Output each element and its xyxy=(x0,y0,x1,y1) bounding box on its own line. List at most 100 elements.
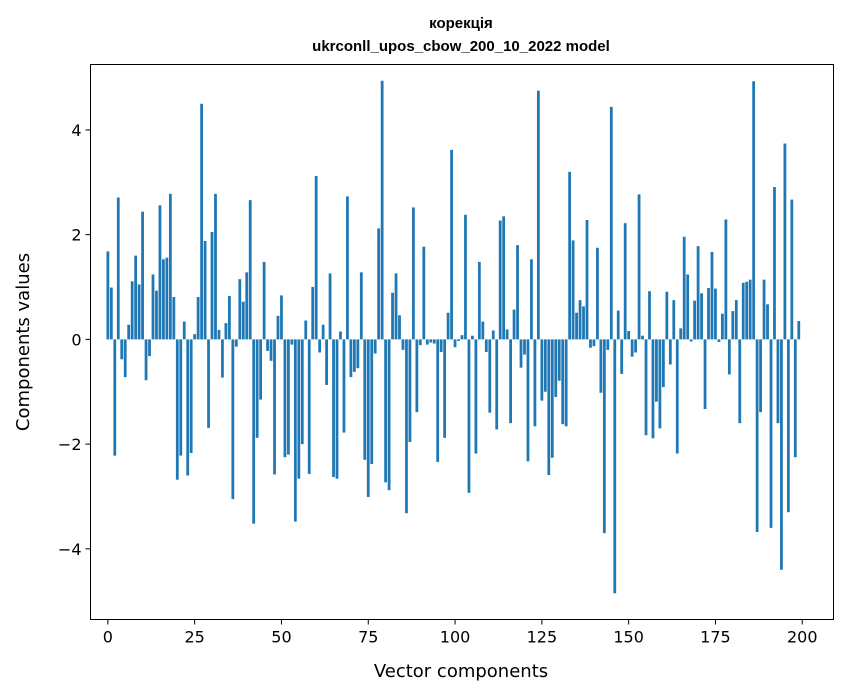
bar-32 xyxy=(217,329,221,340)
bar-104 xyxy=(467,339,471,493)
bar-156 xyxy=(648,291,651,340)
bar-116 xyxy=(509,339,512,424)
bar-0 xyxy=(106,251,110,340)
bar-143 xyxy=(602,339,606,534)
bar-168 xyxy=(689,339,693,342)
bar-41 xyxy=(248,200,252,340)
bar-128 xyxy=(550,339,554,458)
bar-93 xyxy=(429,339,433,343)
bar-80 xyxy=(384,339,388,483)
bar-94 xyxy=(432,339,436,344)
bar-15 xyxy=(158,205,162,340)
bar-170 xyxy=(696,246,700,340)
bar-14 xyxy=(155,290,158,340)
bar-58 xyxy=(307,339,311,474)
bar-134 xyxy=(571,240,575,340)
bar-17 xyxy=(165,257,169,340)
bar-54 xyxy=(293,339,297,522)
bar-149 xyxy=(623,223,627,340)
bar-13 xyxy=(151,274,155,340)
bar-6 xyxy=(127,324,131,340)
bar-77 xyxy=(373,339,377,354)
bar-4 xyxy=(120,339,124,360)
bar-108 xyxy=(481,321,485,340)
bar-129 xyxy=(554,339,558,397)
bar-155 xyxy=(644,339,648,436)
bar-184 xyxy=(745,281,749,340)
bar-107 xyxy=(477,261,481,340)
bar-196 xyxy=(786,339,790,513)
bar-35 xyxy=(227,295,231,340)
bar-2 xyxy=(113,339,117,456)
bar-51 xyxy=(283,339,287,458)
bar-29 xyxy=(207,339,210,428)
bar-185 xyxy=(748,279,752,340)
x-tick-label: 150 xyxy=(613,628,644,647)
x-axis-ticks: 0 25 50 75 100 125 150 175 200 xyxy=(103,619,818,647)
bar-27 xyxy=(200,103,203,340)
bar-96 xyxy=(439,339,443,352)
bar-65 xyxy=(332,339,335,478)
bar-139 xyxy=(589,339,592,348)
bar-112 xyxy=(495,339,499,430)
bar-36 xyxy=(231,339,235,500)
bar-12 xyxy=(148,339,151,357)
x-axis-label: Vector components xyxy=(374,661,548,682)
bar-192 xyxy=(773,187,776,340)
bar-9 xyxy=(137,284,141,340)
bar-90 xyxy=(418,339,422,346)
bar-182 xyxy=(738,339,742,424)
bar-164 xyxy=(675,339,679,454)
bar-145 xyxy=(609,106,613,340)
bar-166 xyxy=(682,236,686,340)
bar-176 xyxy=(717,339,721,342)
bar-183 xyxy=(741,282,745,340)
bar-67 xyxy=(339,331,342,340)
bar-181 xyxy=(734,300,738,340)
bar-46 xyxy=(266,339,269,351)
bar-186 xyxy=(752,81,756,340)
bar-20 xyxy=(175,339,179,480)
bar-154 xyxy=(641,335,644,340)
bar-194 xyxy=(780,339,783,570)
bar-38 xyxy=(238,279,242,340)
bar-177 xyxy=(721,313,724,340)
bar-11 xyxy=(144,339,148,381)
bar-189 xyxy=(762,279,766,340)
bar-140 xyxy=(592,339,596,347)
bar-69 xyxy=(346,196,349,340)
x-tick-label: 125 xyxy=(527,628,558,647)
bar-21 xyxy=(179,339,183,456)
bar-188 xyxy=(759,339,762,413)
plot-frame xyxy=(90,64,834,620)
bar-169 xyxy=(693,300,697,340)
bar-5 xyxy=(123,339,127,378)
bar-72 xyxy=(356,339,360,369)
bar-75 xyxy=(366,339,370,497)
bar-33 xyxy=(221,339,224,378)
bar-122 xyxy=(530,259,533,340)
bar-78 xyxy=(377,228,381,340)
bar-62 xyxy=(321,324,325,340)
bar-144 xyxy=(606,339,610,350)
bar-95 xyxy=(436,339,440,462)
y-tick-label: 0 xyxy=(71,330,81,349)
bar-25 xyxy=(193,334,197,340)
bar-152 xyxy=(634,339,637,353)
bar-148 xyxy=(620,339,624,374)
bar-45 xyxy=(262,261,266,340)
x-tick-label: 200 xyxy=(787,628,818,647)
bar-50 xyxy=(280,295,283,340)
bar-124 xyxy=(536,90,540,340)
bar-16 xyxy=(162,259,165,340)
bar-113 xyxy=(498,220,502,340)
bar-64 xyxy=(328,273,332,340)
y-tick-label: 2 xyxy=(71,226,81,245)
bar-49 xyxy=(276,315,280,340)
bar-126 xyxy=(543,339,547,392)
bar-83 xyxy=(394,273,398,340)
bar-130 xyxy=(557,339,561,381)
bar-84 xyxy=(398,315,401,340)
bar-3 xyxy=(116,197,120,340)
